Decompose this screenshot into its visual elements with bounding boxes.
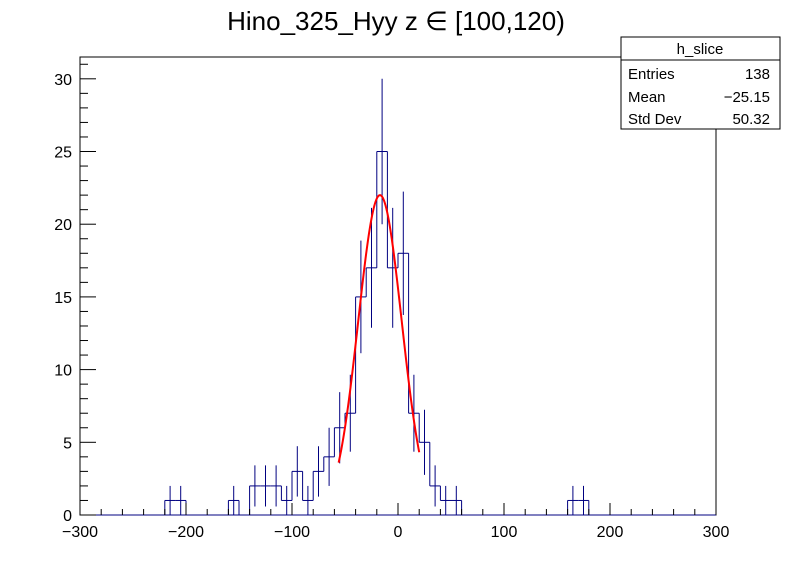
stats-entries-label: Entries: [628, 66, 675, 83]
stats-stddev-label: Std Dev: [628, 111, 682, 128]
x-tick-label: 200: [597, 524, 624, 541]
y-tick-label: 15: [54, 290, 72, 307]
x-tick-label: 300: [703, 524, 730, 541]
y-tick-label: 20: [54, 217, 72, 234]
y-axis: 0 5 10 15 20 25 30: [54, 63, 96, 525]
x-tick-label: 100: [491, 524, 518, 541]
histogram-layer: [80, 151, 716, 516]
stats-box-title: h_slice: [677, 41, 724, 58]
x-tick-label: 0: [394, 524, 403, 541]
y-tick-label: 30: [54, 72, 72, 89]
stats-stddev-value: 50.32: [732, 111, 770, 128]
x-tick-label: −300: [62, 524, 98, 541]
gaussian-fit: [337, 194, 421, 463]
chart-title: Hino_325_Hyy z ∈ [100,120): [227, 6, 565, 36]
x-axis: −300 −200 −100 0 100 200 300: [62, 503, 729, 541]
fit-curve: [337, 194, 421, 463]
stats-mean-label: Mean: [628, 89, 666, 106]
stats-box: h_slice Entries 138 Mean −25.15 Std Dev …: [620, 36, 781, 130]
y-tick-label: 25: [54, 145, 72, 162]
x-tick-label: −100: [274, 524, 310, 541]
stats-box-frame: [620, 36, 781, 130]
stats-mean-value: −25.15: [724, 89, 770, 106]
y-tick-label: 10: [54, 363, 72, 380]
error-bars: [169, 78, 584, 515]
y-tick-label: 0: [63, 508, 72, 525]
stats-entries-value: 138: [745, 66, 770, 83]
x-tick-label: −200: [168, 524, 204, 541]
y-tick-label: 5: [63, 435, 72, 452]
